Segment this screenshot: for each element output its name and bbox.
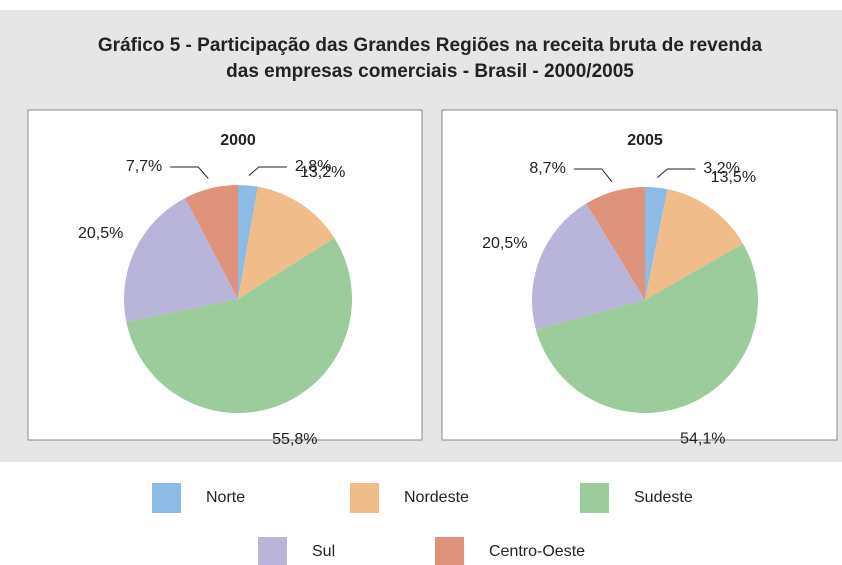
pie-slice [184,185,238,299]
pie-slice [535,243,758,413]
data-label: 13,5% [711,169,756,186]
legend-label: Sudeste [634,489,693,506]
data-label: 13,2% [300,164,345,181]
leader-line [170,166,209,179]
data-label: 8,7% [529,160,565,177]
legend-swatch [258,537,287,565]
legend-label: Nordeste [404,489,469,506]
chart-title: das empresas comerciais - Brasil - 2000/… [226,61,634,82]
pie-slice [586,187,645,300]
legend-swatch [580,483,609,513]
legend-swatch [435,537,464,565]
pie-slice [126,237,352,413]
pie-title: 2000 [220,132,256,149]
chart-title: Gráfico 5 - Participação das Grandes Reg… [98,35,763,56]
pie-slice [124,198,238,322]
data-label: 20,5% [482,235,527,252]
leader-line [248,166,287,176]
data-label: 2,8% [295,158,331,175]
pie-slice [532,203,645,330]
legend-label: Norte [206,489,245,506]
pie-slice [238,185,258,299]
pie-slice [645,189,743,300]
legend-label: Sul [312,543,335,560]
legend-label: Centro-Oeste [489,543,585,560]
pie-slice [238,186,335,299]
data-label: 3,2% [703,160,739,177]
data-label: 54,1% [680,431,725,448]
data-label: 7,7% [126,158,162,175]
leader-line [573,168,613,182]
pie-slice [645,187,668,300]
data-label: 55,8% [272,431,317,448]
data-label: 20,5% [78,225,123,242]
pie-title: 2005 [627,132,663,149]
legend-swatch [350,483,379,513]
legend-swatch [152,483,181,513]
leader-line [657,168,696,178]
